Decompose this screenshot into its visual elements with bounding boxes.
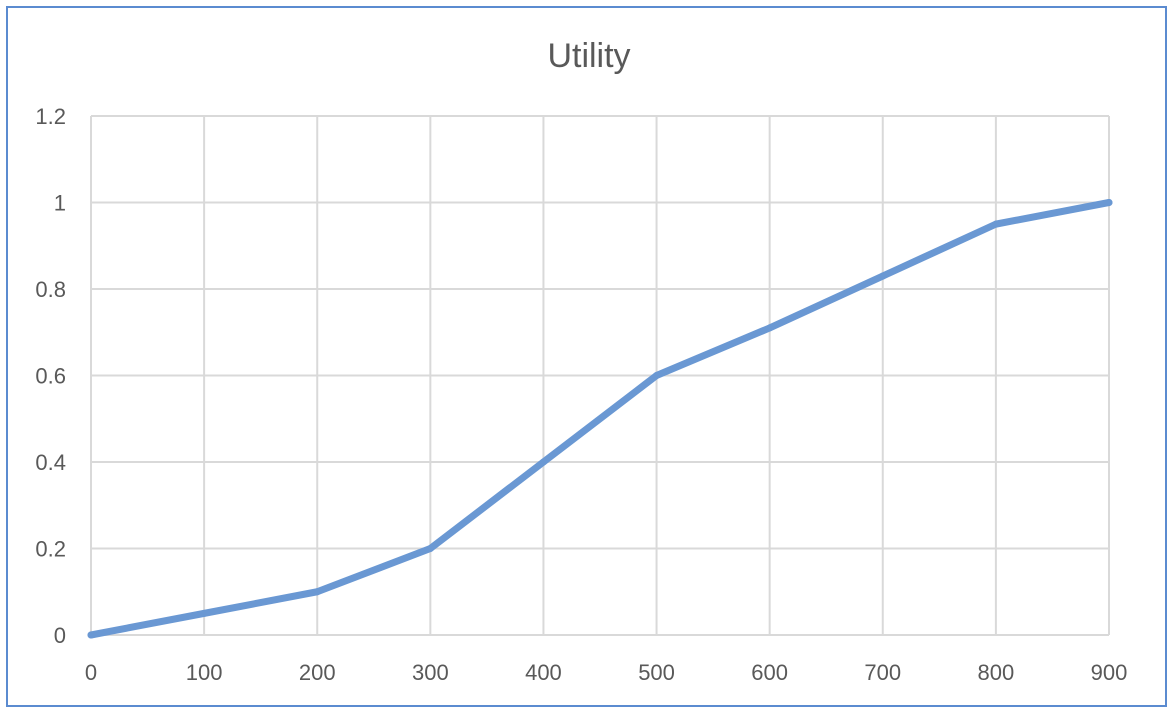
x-tick-label: 500 [638, 660, 675, 685]
y-tick-label: 0.8 [35, 277, 66, 302]
series-layer [87, 199, 1113, 639]
x-tick-label: 0 [85, 660, 97, 685]
x-tick-label: 400 [525, 660, 562, 685]
x-tick-label: 200 [299, 660, 336, 685]
data-point [653, 372, 661, 379]
x-tick-label: 700 [864, 660, 901, 685]
data-point [992, 220, 1000, 228]
y-tick-label: 0.4 [35, 450, 66, 475]
data-point [879, 272, 887, 280]
line-chart: Utility 0 0.2 0.4 0.6 0.8 1 1.2 0 100 200 300 400 5… [35, 37, 1127, 685]
y-tick-label: 0.6 [35, 364, 66, 389]
data-point [766, 324, 774, 332]
y-tick-label: 0.2 [35, 537, 66, 562]
data-point [1105, 199, 1113, 206]
x-tick-label: 600 [751, 660, 788, 685]
x-tick-label: 100 [186, 660, 223, 685]
grid-lines [90, 115, 1110, 636]
x-tick-label: 300 [412, 660, 449, 685]
x-axis-tick-labels: 0 100 200 300 400 500 600 700 800 900 [85, 660, 1127, 685]
chart-frame: Utility 0 0.2 0.4 0.6 0.8 1 1.2 0 100 200 300 400 5… [6, 6, 1167, 707]
data-point [200, 609, 208, 617]
data-point [313, 588, 321, 596]
x-tick-label: 900 [1091, 660, 1128, 685]
chart-title: Utility [547, 37, 630, 75]
y-tick-label: 1.2 [35, 104, 66, 129]
data-point [426, 545, 434, 552]
data-point [539, 458, 547, 466]
y-axis-tick-labels: 0 0.2 0.4 0.6 0.8 1 1.2 [35, 104, 66, 648]
y-tick-label: 1 [54, 191, 66, 216]
data-point [87, 631, 95, 639]
series-line [87, 199, 1113, 639]
y-tick-label: 0 [54, 623, 66, 648]
x-tick-label: 800 [978, 660, 1015, 685]
